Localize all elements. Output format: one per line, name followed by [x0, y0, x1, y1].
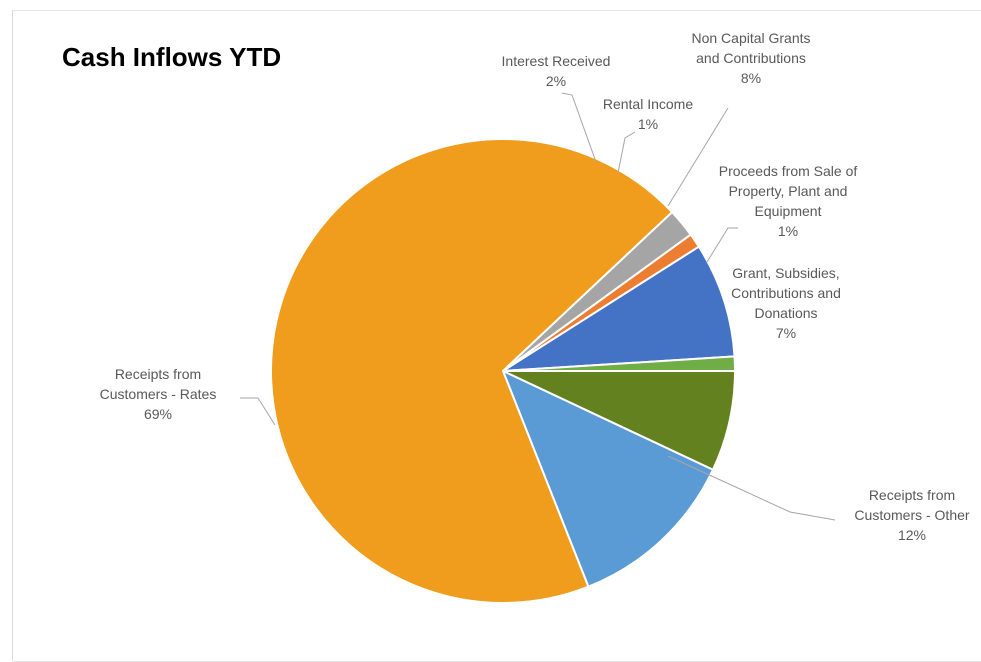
data-label: Receipts from Customers - Rates 69% — [100, 366, 217, 422]
data-label-line: Receipts from — [115, 366, 201, 382]
chart-border-top — [12, 10, 981, 11]
data-label-line: Contributions and — [731, 285, 841, 301]
data-label-line: Property, Plant and — [729, 183, 848, 199]
data-label-percent: 7% — [776, 325, 796, 341]
data-label: Receipts from Customers - Other 12% — [854, 487, 969, 543]
data-label-line: and Contributions — [696, 50, 806, 66]
data-label-percent: 2% — [546, 73, 566, 89]
leader-line — [667, 455, 836, 521]
data-label-line: Proceeds from Sale of — [719, 163, 858, 179]
data-label-line: Equipment — [755, 203, 822, 219]
data-label-percent: 1% — [638, 116, 658, 132]
data-label: Grant, Subsidies, Contributions and Donati… — [731, 265, 841, 341]
data-label: Interest Received 2% — [502, 53, 611, 89]
chart-title: Cash Inflows YTD — [62, 42, 282, 72]
leader-line — [617, 131, 636, 174]
data-label-percent: 12% — [898, 527, 926, 543]
data-label-line: Non Capital Grants — [691, 30, 810, 46]
pie-slices — [269, 138, 737, 605]
data-label-line: Customers - Other — [854, 507, 969, 523]
data-label-line: Customers - Rates — [100, 386, 217, 402]
data-label-percent: 8% — [741, 70, 761, 86]
pie-slice-non-capital-grants-and-contributions — [502, 245, 736, 372]
data-label-percent: 1% — [778, 223, 798, 239]
leader-line — [561, 92, 597, 163]
pie-slice-receipts-from-customers-rates — [269, 138, 674, 605]
data-label-line: Donations — [754, 305, 817, 321]
data-label: Proceeds from Sale of Property, Plant and… — [719, 163, 858, 239]
chart-border-left — [12, 10, 13, 660]
pie-slice-receipts-from-customers-other — [501, 369, 715, 589]
leader-line — [706, 227, 738, 263]
leader-line — [240, 397, 276, 426]
data-label-line: Rental Income — [603, 96, 693, 112]
data-label-percent: 69% — [144, 406, 172, 422]
data-label: Non Capital Grants and Contributions 8% — [691, 30, 810, 86]
pie-slice-grant-subsidies-contributions-and-donations — [502, 370, 737, 472]
leader-line — [667, 107, 729, 207]
data-label: Rental Income 1% — [603, 96, 693, 132]
data-label-line: Receipts from — [869, 487, 955, 503]
data-label-line: Interest Received — [502, 53, 611, 69]
pie-slice-proceeds-from-sale-of-property-plant-and-equipment — [502, 355, 737, 372]
data-labels: Grant, Subsidies, Contributions and Donati… — [100, 30, 970, 543]
data-label-line: Grant, Subsidies, — [732, 265, 839, 281]
